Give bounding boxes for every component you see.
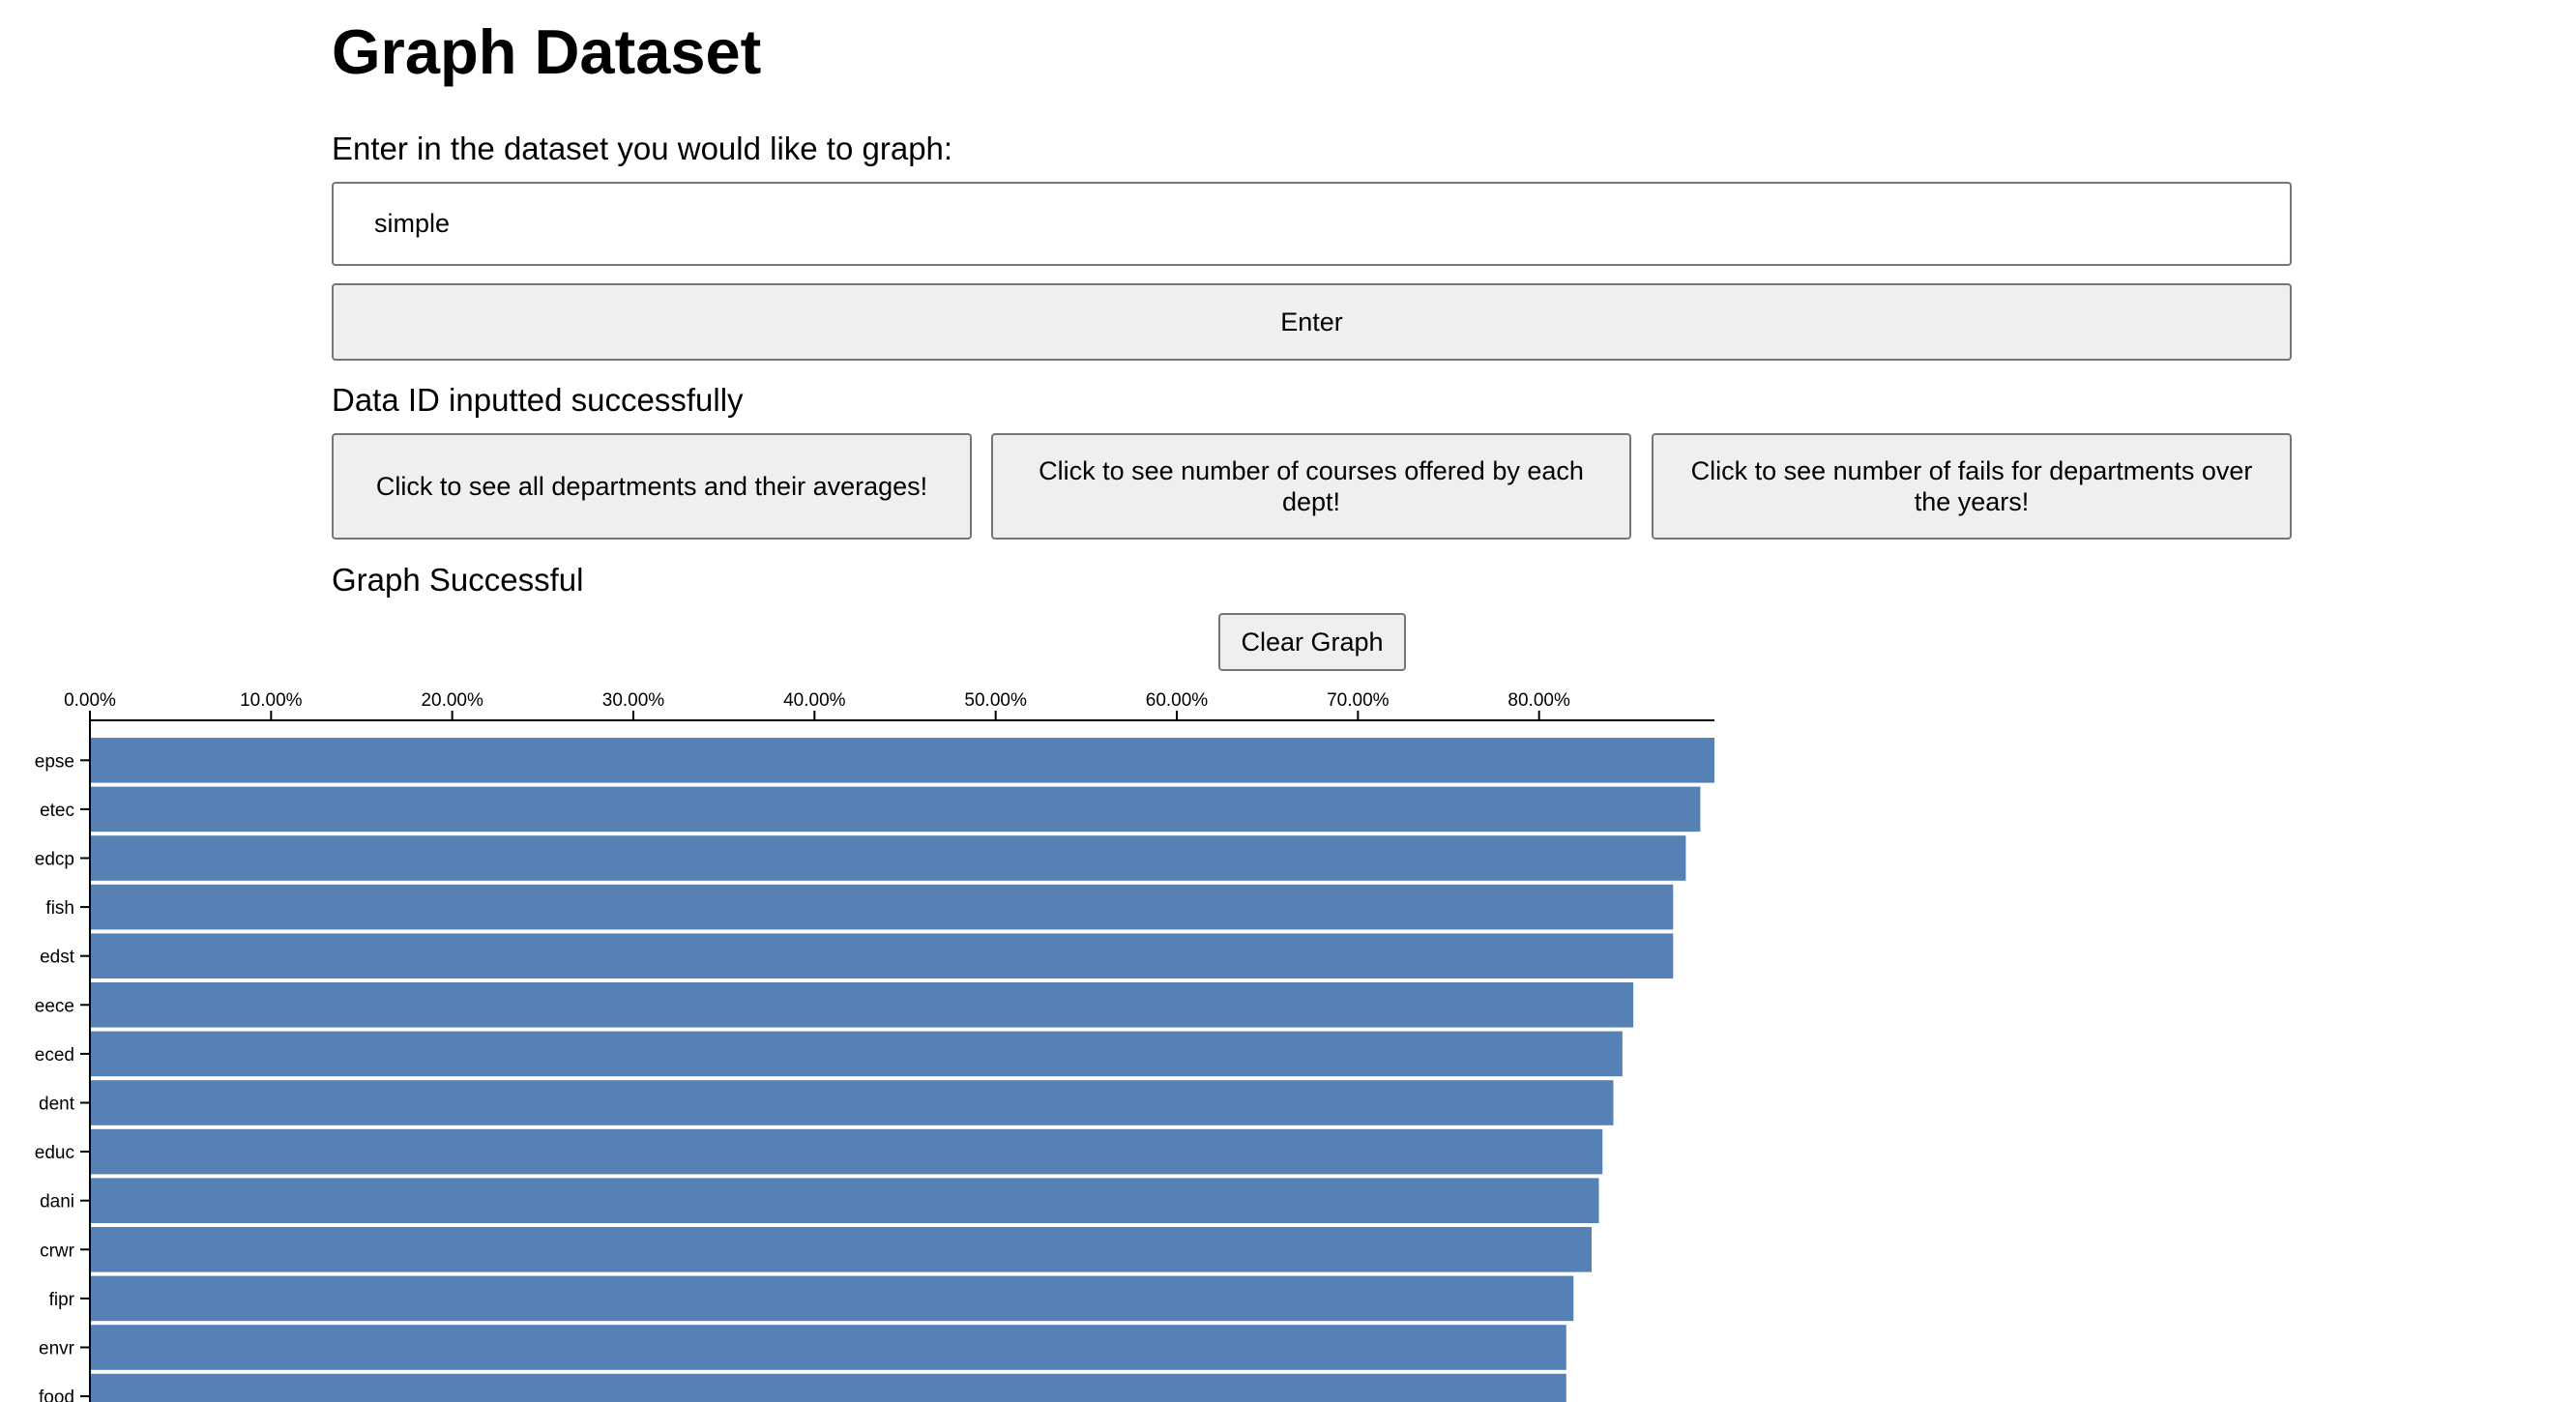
bar-chart: 0.00% 10.00% 20.00% 30.00% 40.00% 50.00% 60.00…	[35, 690, 1714, 1402]
x-tick-label: 60.00%	[1146, 690, 1209, 711]
y-tick-label: crwr	[40, 1241, 75, 1261]
enter-button[interactable]: Enter	[332, 283, 2292, 361]
graph-status: Graph Successful	[332, 562, 584, 598]
status-message: Data ID inputted successfully	[332, 382, 744, 418]
x-tick-label: 10.00%	[240, 690, 303, 711]
courses-per-dept-button[interactable]: Click to see number of courses offered b…	[991, 433, 1631, 540]
bar-fish	[91, 884, 1674, 930]
bar-edcp	[91, 835, 1686, 881]
bar-eced	[91, 1031, 1623, 1077]
y-tick-label: fish	[45, 898, 74, 919]
bar-dent	[91, 1080, 1614, 1125]
bar-crwr	[91, 1227, 1592, 1272]
x-tick-label: 70.00%	[1327, 690, 1390, 711]
bar-dani	[91, 1178, 1599, 1223]
bar-educ	[91, 1128, 1603, 1175]
y-tick-label: etec	[40, 801, 74, 821]
x-tick-label: 80.00%	[1508, 690, 1570, 711]
y-tick-label: eece	[35, 996, 74, 1016]
bar-edst	[91, 933, 1674, 978]
bar-food	[91, 1373, 1566, 1402]
x-tick-label: 20.00%	[421, 690, 483, 711]
y-tick-label: edst	[40, 948, 75, 968]
dataset-prompt: Enter in the dataset you would like to g…	[332, 131, 953, 166]
dataset-input[interactable]	[332, 182, 2292, 266]
fails-per-dept-button[interactable]: Click to see number of fails for departm…	[1652, 433, 2292, 540]
y-tick-label: eced	[35, 1045, 74, 1066]
bar-fipr	[91, 1275, 1574, 1322]
bar-epse	[91, 738, 1714, 783]
y-tick-label: dent	[39, 1095, 75, 1115]
bar-etec	[91, 786, 1701, 832]
y-tick-label: educ	[35, 1143, 74, 1163]
x-tick-label: 30.00%	[602, 690, 665, 711]
bar-eece	[91, 982, 1634, 1028]
y-tick-label: dani	[40, 1192, 74, 1212]
x-tick-label: 40.00%	[783, 690, 846, 711]
y-tick-label: envr	[39, 1339, 75, 1359]
y-tick-label: epse	[35, 751, 74, 772]
y-tick-label: edcp	[35, 850, 74, 870]
x-tick-label: 0.00%	[64, 690, 116, 711]
bar-envr	[91, 1325, 1566, 1370]
x-tick-label: 50.00%	[964, 690, 1027, 711]
y-tick-label: food	[39, 1387, 74, 1402]
page-title: Graph Dataset	[332, 16, 762, 87]
clear-graph-button[interactable]: Clear Graph	[1218, 613, 1406, 671]
department-averages-button[interactable]: Click to see all departments and their a…	[332, 433, 972, 540]
y-tick-label: fipr	[49, 1290, 75, 1310]
